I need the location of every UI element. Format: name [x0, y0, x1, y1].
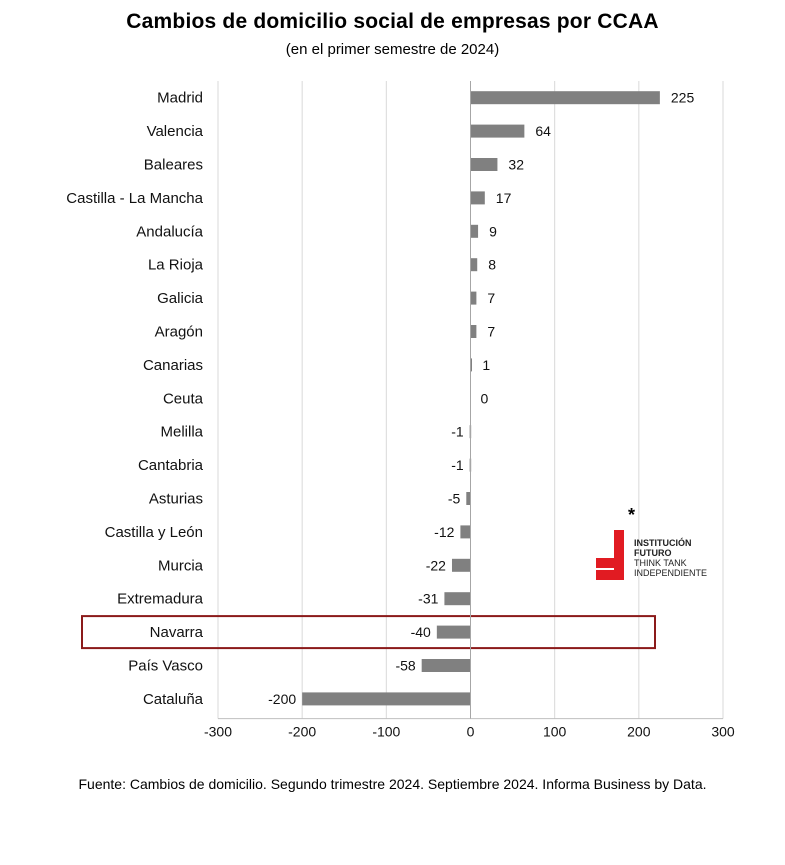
- logo-line-3: THINK TANK: [634, 558, 687, 568]
- logo-line-1: INSTITUCIÓN: [634, 538, 692, 548]
- logo-line-4: INDEPENDIENTE: [634, 568, 708, 578]
- x-tick-label: -100: [372, 724, 400, 740]
- bar: [470, 191, 485, 205]
- category-label: País Vasco: [128, 658, 203, 675]
- category-label: Cataluña: [143, 691, 204, 708]
- value-label: 7: [487, 324, 495, 340]
- chart-title: Cambios de domicilio social de empresas …: [126, 10, 659, 33]
- value-label: 0: [481, 390, 489, 406]
- value-label: 7: [487, 290, 495, 306]
- category-label: La Rioja: [148, 257, 204, 274]
- bar: [436, 625, 471, 639]
- bar: [460, 525, 471, 539]
- bar: [470, 358, 472, 372]
- value-label: 9: [489, 223, 497, 239]
- highlight-box: [81, 615, 656, 650]
- value-label: -1: [451, 424, 464, 440]
- bar: [470, 258, 478, 272]
- x-tick-label: 100: [543, 724, 567, 740]
- value-label: 17: [496, 190, 512, 206]
- value-label: 225: [671, 90, 695, 106]
- bar: [470, 158, 498, 171]
- category-label: Extremadura: [117, 591, 204, 608]
- category-label: Murcia: [158, 557, 204, 574]
- value-label: 8: [488, 257, 496, 273]
- category-label: Aragón: [155, 324, 203, 341]
- category-label: Galicia: [157, 290, 204, 307]
- x-tick-label: 0: [467, 724, 475, 740]
- bar-chart: -300 -200 -100 0 100 200 300 Madrid 225 Valencia 6…: [66, 81, 735, 740]
- category-label: Canarias: [143, 357, 203, 374]
- category-label: Madrid: [157, 90, 203, 107]
- value-label: -5: [448, 491, 461, 507]
- source-note: Fuente: Cambios de domicilio. Segundo tr…: [78, 776, 707, 792]
- bar: [470, 91, 660, 105]
- x-tick-label: 300: [711, 724, 735, 740]
- value-label: -200: [268, 691, 296, 707]
- category-label: Castilla y León: [105, 524, 203, 541]
- logo-line-2: FUTURO: [634, 548, 672, 558]
- value-label: -40: [411, 624, 431, 640]
- bar: [470, 325, 477, 338]
- x-tick-label: -200: [288, 724, 316, 740]
- category-label: Navarra: [150, 624, 204, 641]
- value-label: -31: [418, 591, 438, 607]
- logo-mark-icon: [596, 530, 624, 580]
- bar: [470, 224, 479, 238]
- bar: [444, 592, 471, 606]
- x-tick-label: 200: [627, 724, 651, 740]
- value-label: -22: [426, 557, 446, 573]
- category-label: Asturias: [149, 491, 203, 508]
- x-tick-label: -300: [204, 724, 232, 740]
- value-label: 32: [508, 157, 524, 173]
- category-label: Ceuta: [163, 390, 204, 407]
- category-label: Castilla - La Mancha: [66, 190, 203, 207]
- logo-text: INSTITUCIÓN FUTURO THINK TANK INDEPENDIE…: [634, 538, 707, 578]
- category-label: Melilla: [160, 424, 203, 441]
- value-label: 1: [482, 357, 490, 373]
- category-label: Valencia: [147, 123, 204, 140]
- value-label: -12: [434, 524, 454, 540]
- logo-star: *: [628, 505, 636, 525]
- bar: [470, 124, 525, 138]
- bar: [421, 659, 471, 672]
- value-label: -1: [451, 457, 464, 473]
- institucion-futuro-logo: * INSTITUCIÓN FUTURO THINK TANK INDEPEND…: [596, 505, 746, 588]
- bar: [470, 291, 477, 305]
- bar: [466, 492, 471, 505]
- chart-subtitle: (en el primer semestre de 2024): [285, 41, 500, 58]
- category-label: Baleares: [144, 157, 203, 174]
- bar: [302, 692, 471, 706]
- category-label: Cantabria: [138, 457, 204, 474]
- value-label: -58: [395, 658, 415, 674]
- category-label: Andalucía: [136, 223, 203, 240]
- value-label: 64: [535, 123, 551, 139]
- bar: [451, 558, 471, 572]
